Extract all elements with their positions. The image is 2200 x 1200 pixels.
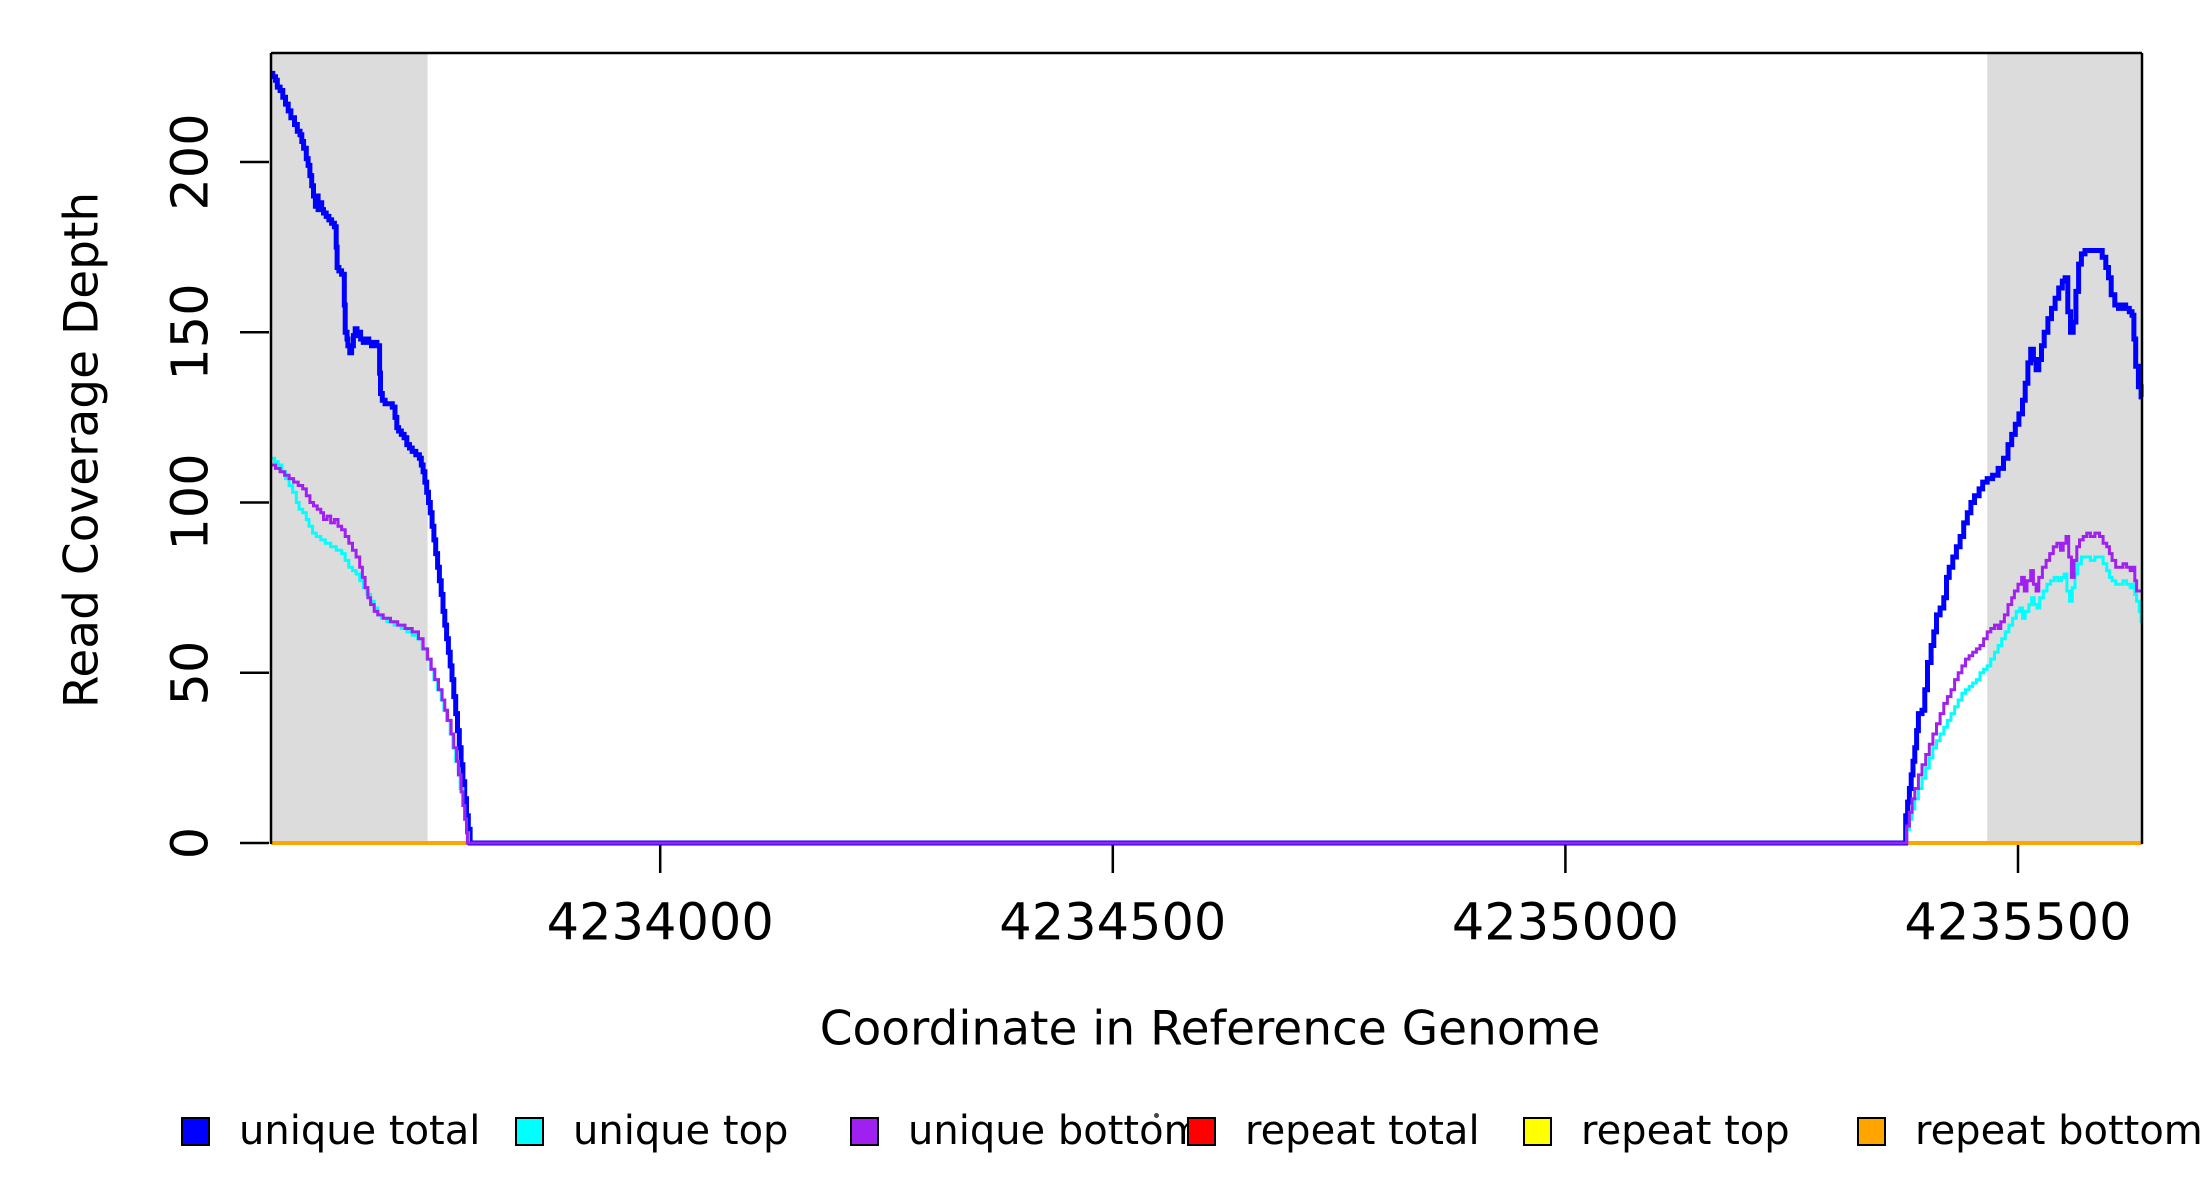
legend-item-repeat-top: repeat top [1523, 1104, 1790, 1158]
repeat-bottom-swatch-icon [1857, 1116, 1886, 1146]
unique-total-swatch-icon [181, 1116, 210, 1146]
series-line-unique-top [271, 456, 2143, 845]
y-axis-title: Read Coverage Depth [54, 191, 110, 709]
series-line-unique-bottom [271, 463, 2142, 845]
y-tick-label: 50 [161, 640, 221, 706]
legend-label: unique bottom [908, 1108, 1203, 1154]
unique-bottom-swatch-icon [850, 1116, 879, 1146]
x-tick-label: 4235500 [1904, 893, 2132, 953]
legend-label: unique top [573, 1108, 789, 1154]
x-tick-label: 4234000 [546, 893, 774, 953]
legend-item-repeat-total: repeat total [1187, 1104, 1480, 1158]
legend-label: repeat top [1581, 1108, 1790, 1154]
unique-top-swatch-icon [515, 1116, 544, 1146]
legend-item-unique-bottom: unique bottom [850, 1104, 1203, 1158]
x-axis-title: Coordinate in Reference Genome [819, 1001, 1601, 1057]
legend-label: repeat total [1245, 1108, 1480, 1154]
y-tick-label: 150 [161, 283, 221, 381]
repeat-total-swatch-icon [1187, 1116, 1216, 1146]
x-tick-label: 4234500 [999, 893, 1227, 953]
y-tick-label: 200 [161, 113, 221, 211]
y-tick-label: 100 [161, 453, 221, 552]
legend-label: repeat bottom [1915, 1108, 2200, 1154]
stray-dot-artifact [1154, 1113, 1159, 1118]
series-line-unique-total [270, 70, 2144, 846]
repeat-top-swatch-icon [1523, 1116, 1552, 1146]
repeat-region-shading [271, 53, 428, 843]
repeat-region-shading [1987, 53, 2142, 843]
legend-label: unique total [239, 1108, 481, 1154]
x-tick-label: 4235000 [1451, 893, 1679, 953]
legend-item-repeat-bottom: repeat bottom [1857, 1104, 2200, 1158]
y-tick-label: 0 [161, 826, 221, 860]
legend-item-unique-total: unique total [181, 1104, 480, 1158]
legend-item-unique-top: unique top [515, 1104, 788, 1158]
